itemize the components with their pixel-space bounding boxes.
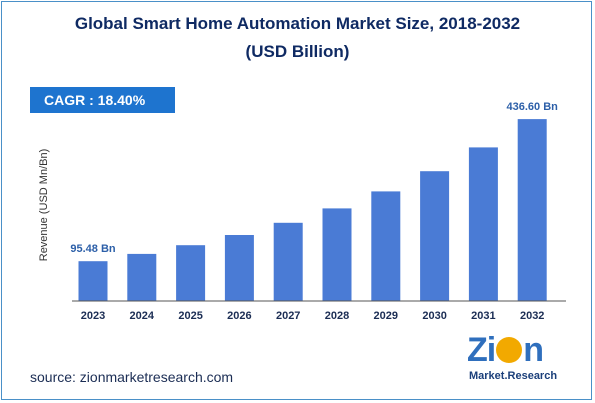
bar-2029 — [371, 191, 401, 301]
bar-2026 — [224, 235, 254, 301]
bar-2028 — [322, 208, 352, 301]
x-tick-label-2032: 2032 — [520, 310, 544, 322]
x-tick-label-2026: 2026 — [227, 310, 251, 322]
data-label-2023: 95.48 Bn — [70, 243, 116, 255]
x-tick-label-2029: 2029 — [374, 310, 398, 322]
x-tick-label-2028: 2028 — [325, 310, 349, 322]
zion-logo: Zi n Market.Research — [463, 331, 569, 389]
data-label-2032: 436.60 Bn — [507, 101, 559, 113]
bar-2032 — [517, 119, 547, 301]
chart-title: Global Smart Home Automation Market Size… — [74, 14, 521, 33]
x-tick-label-2031: 2031 — [471, 310, 495, 322]
x-tick-label-2025: 2025 — [178, 310, 202, 322]
chart-subtitle: (USD Billion) — [245, 42, 350, 61]
x-tick-label-2023: 2023 — [81, 310, 105, 322]
cagr-badge: CAGR : 18.40% — [30, 87, 175, 113]
x-tick-label-2030: 2030 — [422, 310, 446, 322]
source-note: source: zionmarketresearch.com — [30, 369, 234, 385]
logo-globe-icon — [496, 337, 523, 363]
bar-2025 — [176, 245, 206, 301]
logo-wordmark: Zi n — [467, 331, 544, 369]
bar-2027 — [273, 222, 303, 301]
bar-2024 — [127, 253, 157, 301]
x-tick-label-2027: 2027 — [276, 310, 300, 322]
bar-2030 — [420, 171, 450, 301]
bar-2031 — [468, 147, 498, 301]
logo-subtitle: Market.Research — [469, 370, 558, 382]
bar-2023 — [78, 261, 108, 301]
x-tick-label-2024: 2024 — [130, 310, 155, 322]
